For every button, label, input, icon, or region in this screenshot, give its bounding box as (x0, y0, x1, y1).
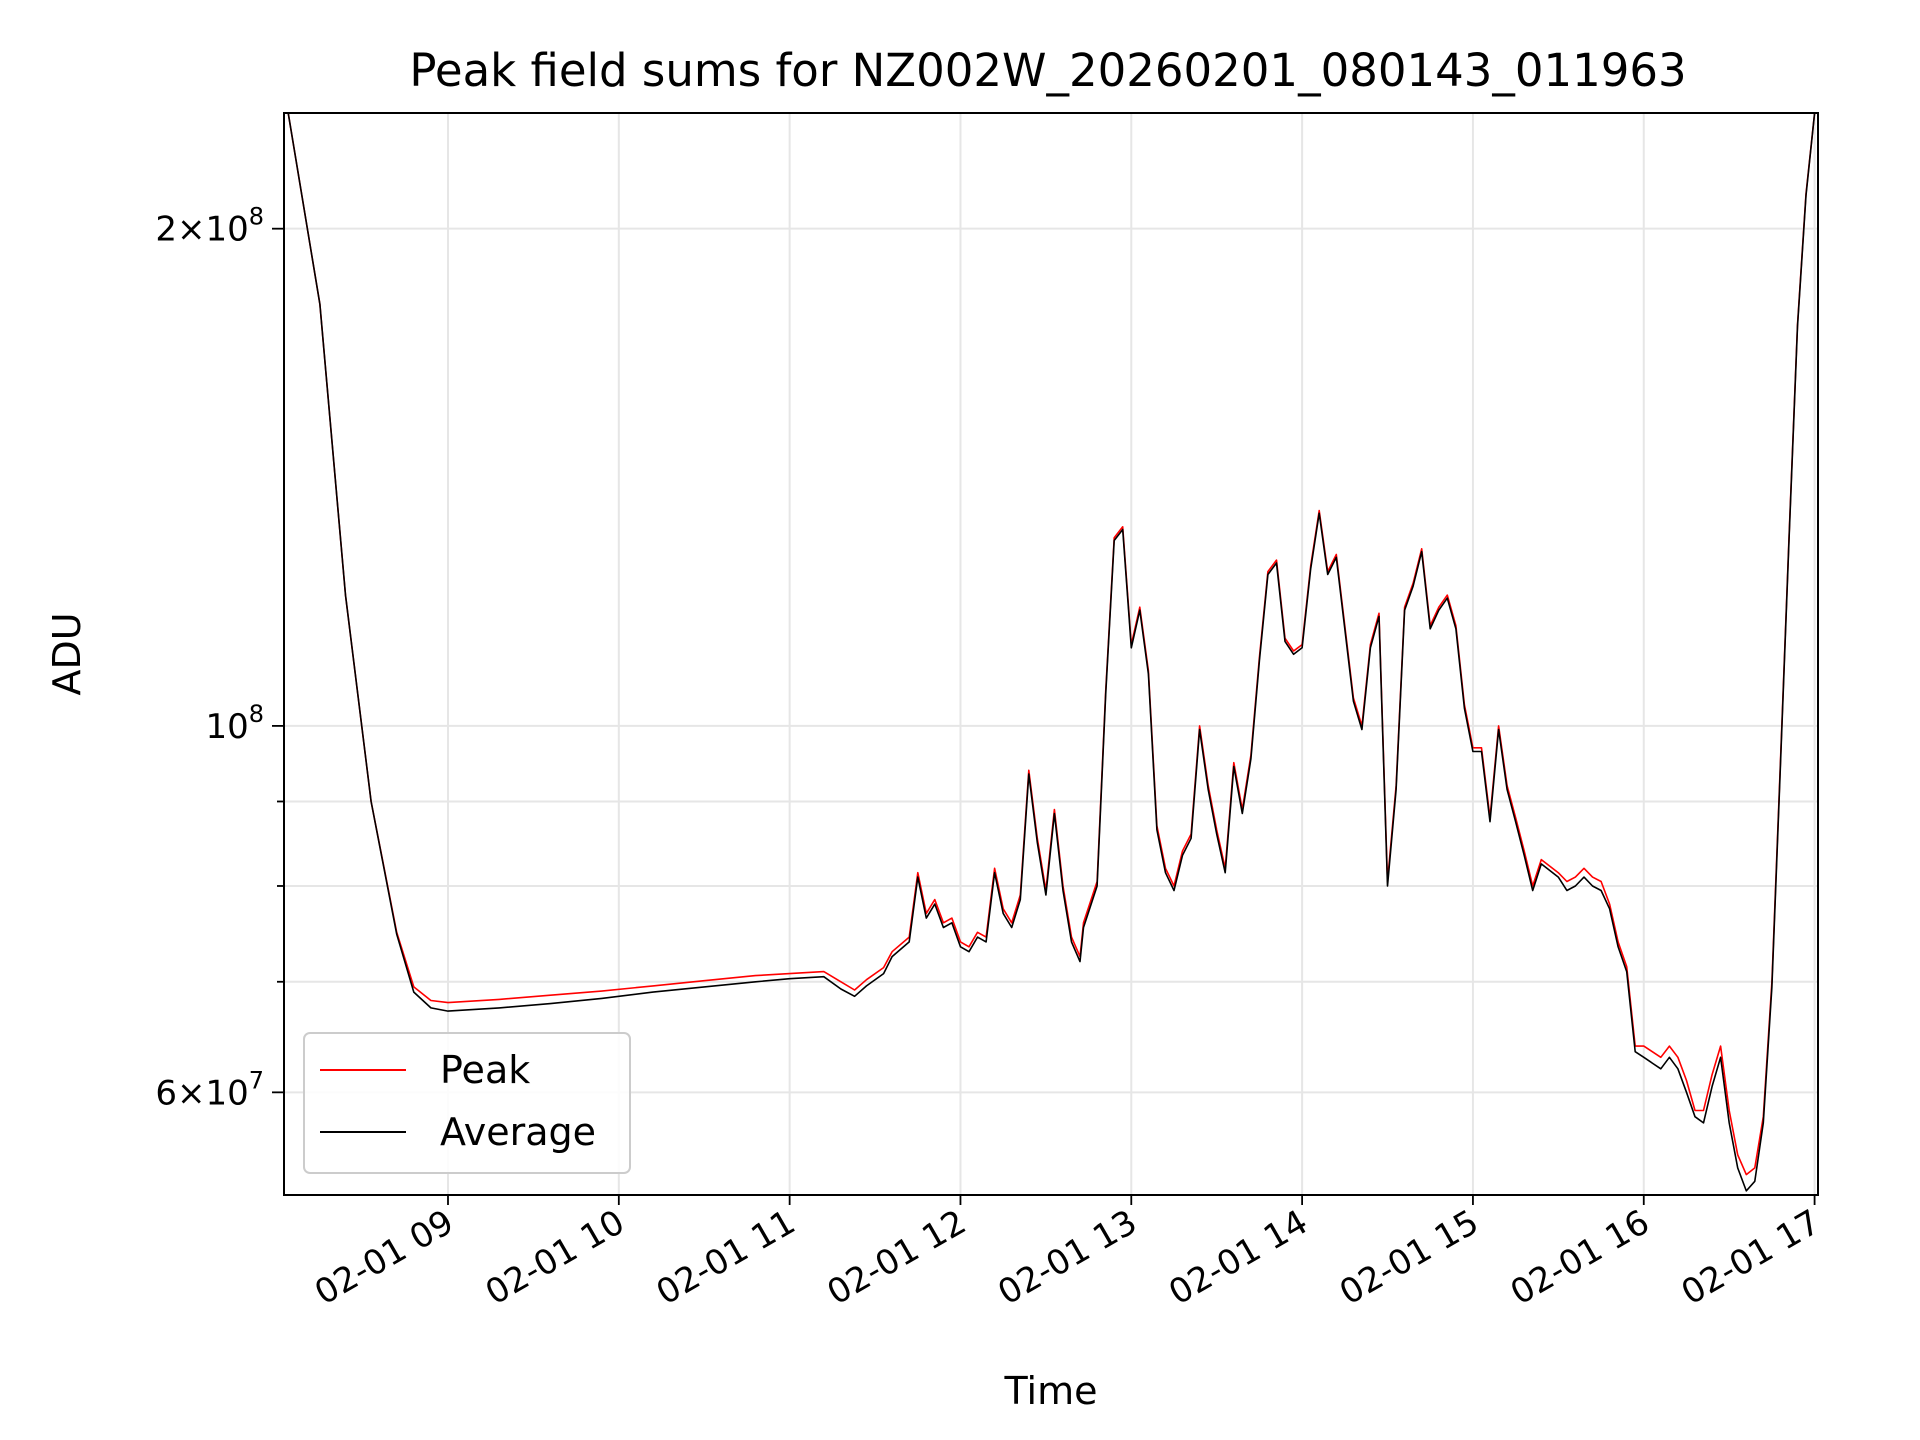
legend-peak-label: Peak (440, 1048, 530, 1092)
series-layer (287, 113, 1816, 1192)
legend-average-label: Average (440, 1110, 596, 1154)
series-line-average (287, 113, 1816, 1192)
y-tick-label: 2×108 (155, 203, 264, 250)
chart-title: Peak field sums for NZ002W_20260201_0801… (409, 44, 1686, 97)
plot-frame (283, 112, 1819, 1196)
legend: Peak Average (303, 1032, 631, 1174)
grid-layer (284, 113, 1818, 1195)
x-axis-label: Time (1004, 1369, 1098, 1413)
y-tick-label: 6×107 (155, 1066, 264, 1113)
legend-box (303, 1032, 631, 1174)
y-tick-label: 108 (205, 700, 264, 747)
y-axis-label: ADU (45, 612, 89, 695)
